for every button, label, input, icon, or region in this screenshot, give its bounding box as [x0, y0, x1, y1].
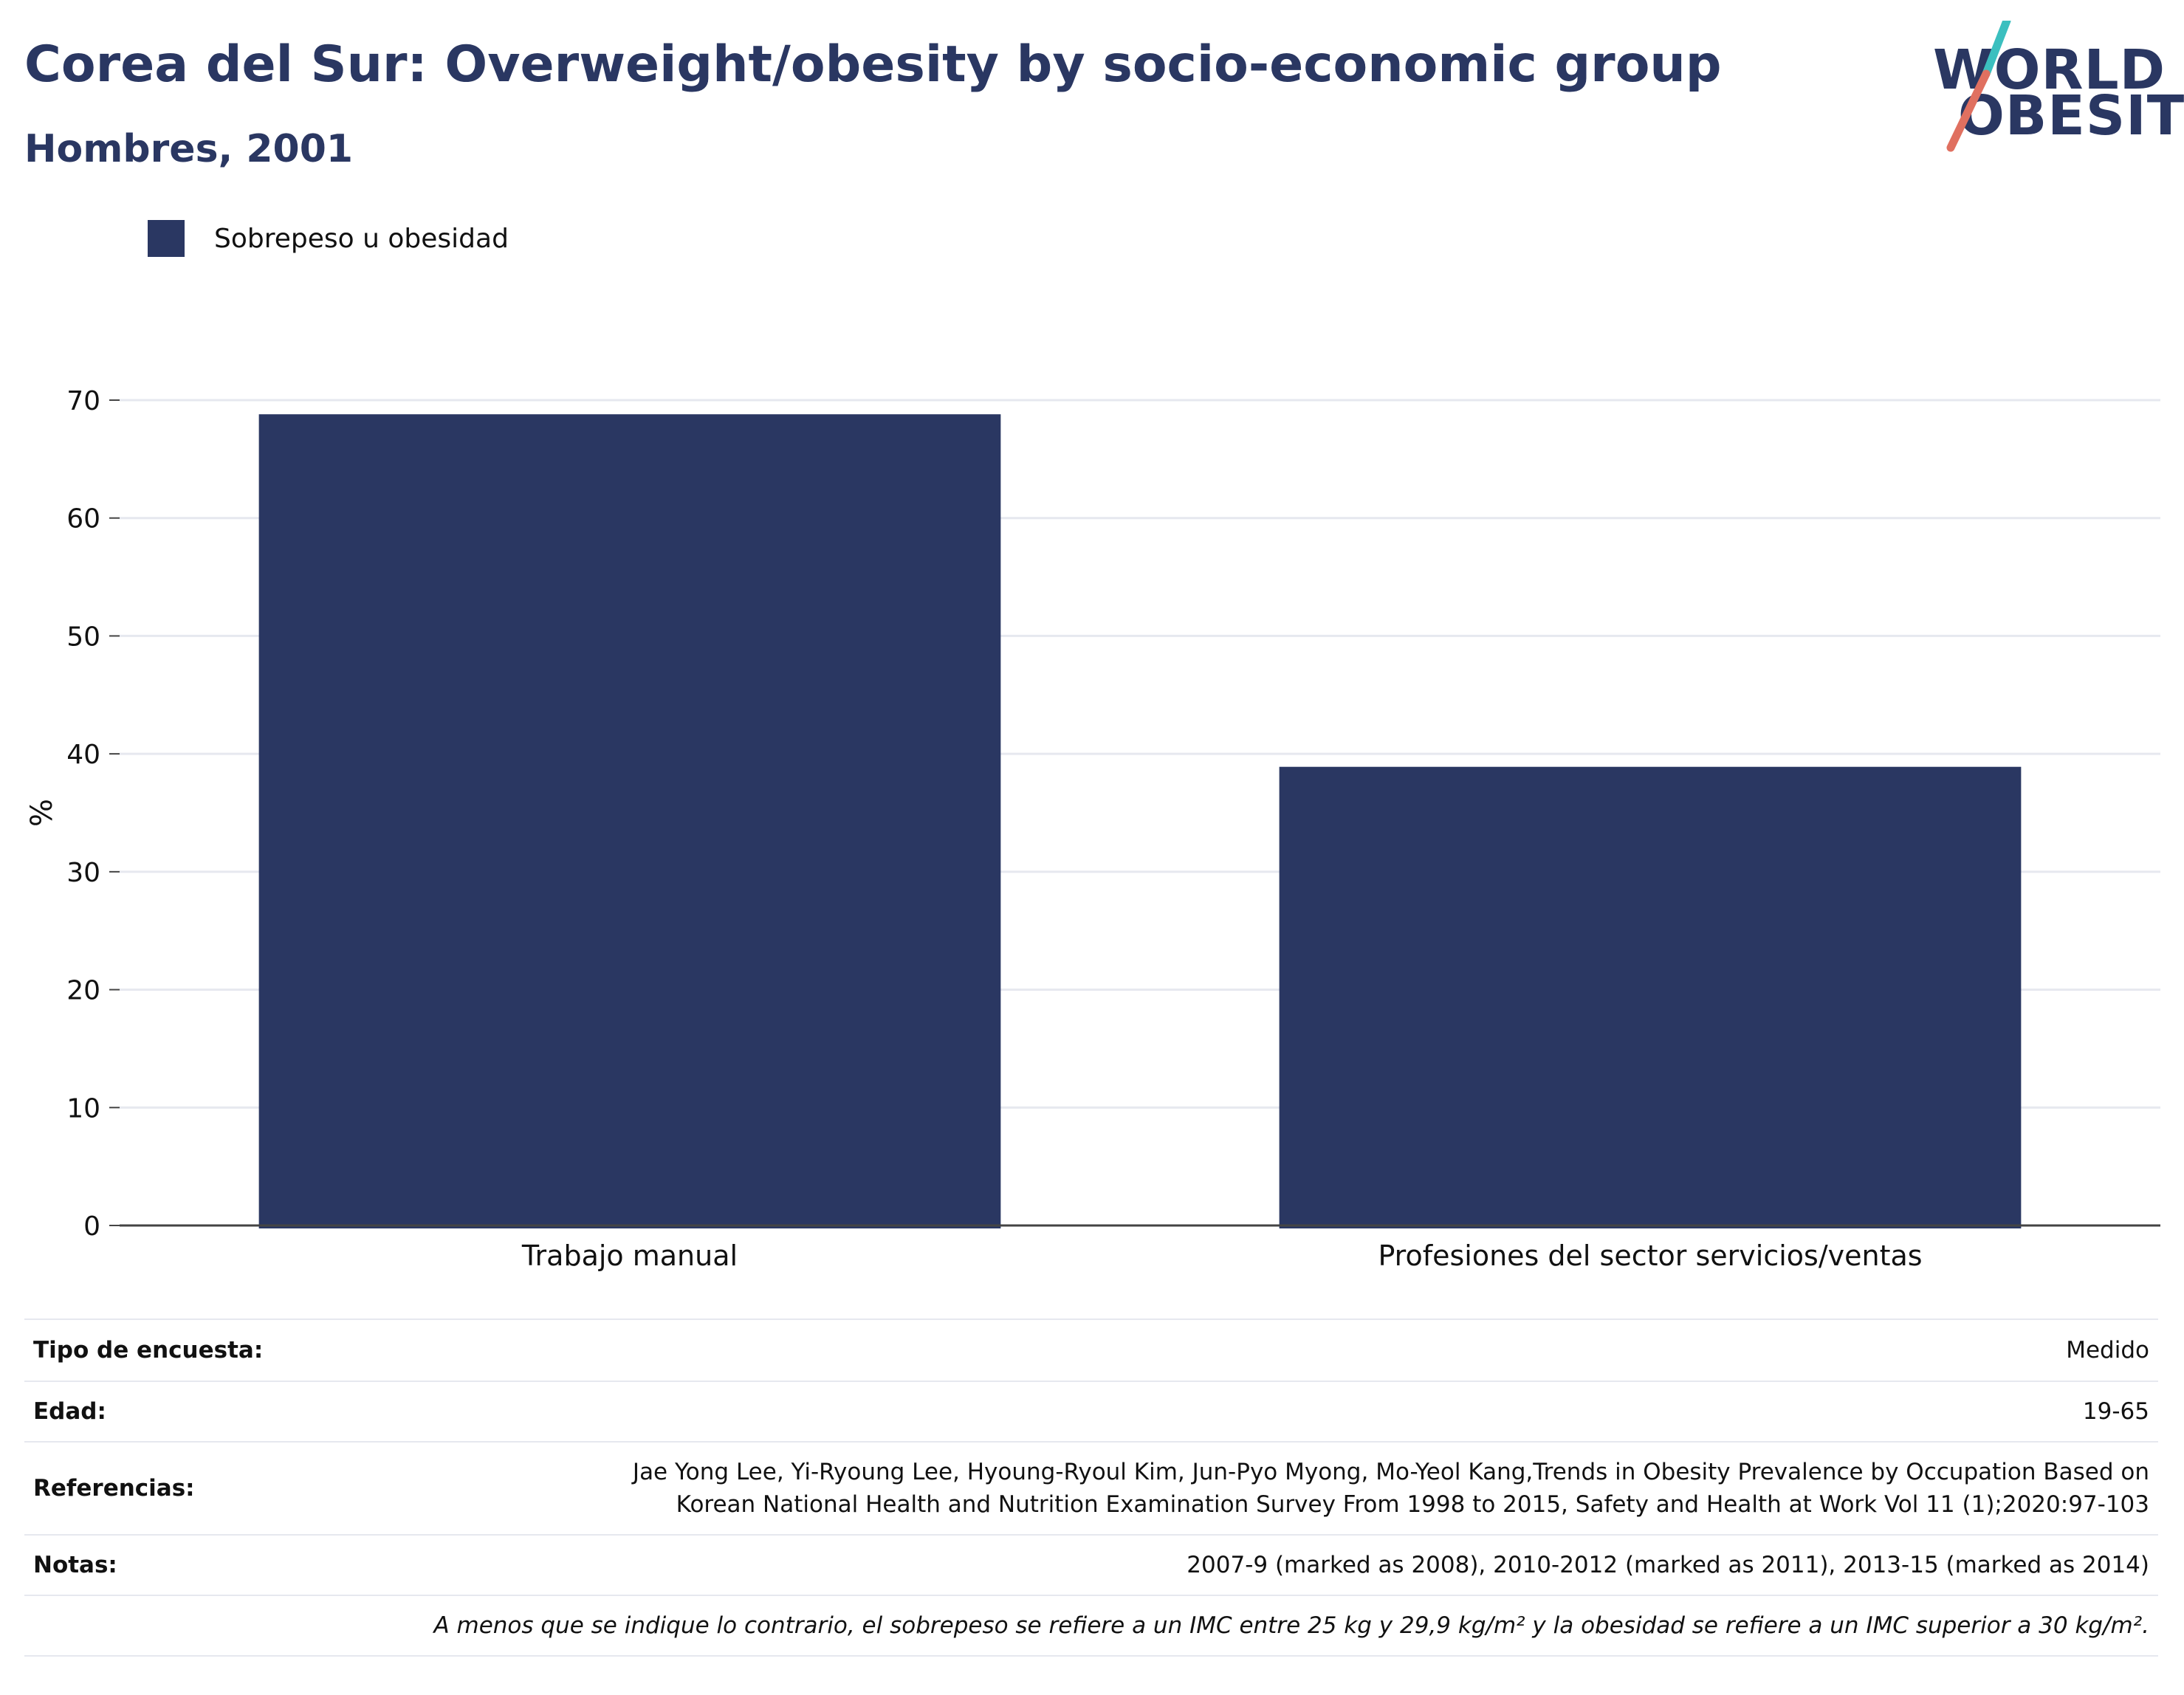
world-obesity-logo: WORLD OBESITY [1920, 21, 2184, 161]
y-tick-label: 30 [66, 858, 100, 888]
y-axis-title: % [25, 799, 59, 827]
notes-label: Notas: [33, 1552, 117, 1578]
info-row-references: Referencias: Jae Yong Lee, Yi-Ryoung Lee… [24, 1441, 2158, 1534]
bar [258, 414, 1001, 1228]
age-value: 19-65 [2082, 1398, 2149, 1425]
y-tick-label: 0 [83, 1211, 100, 1242]
info-row-age: Edad: 19-65 [24, 1381, 2158, 1441]
y-tick-label: 40 [66, 740, 100, 770]
logo-text-obesity: OBESITY [1958, 84, 2184, 148]
references-value: Jae Yong Lee, Yi-Ryoung Lee, Hyoung-Ryou… [633, 1456, 2149, 1521]
notes-value: 2007-9 (marked as 2008), 2010-2012 (mark… [1187, 1552, 2149, 1578]
legend: Sobrepeso u obesidad [148, 219, 509, 258]
x-tick-label: Trabajo manual [521, 1240, 738, 1272]
y-tick-label: 50 [66, 622, 100, 652]
references-line-1: Jae Yong Lee, Yi-Ryoung Lee, Hyoung-Ryou… [632, 1459, 2149, 1485]
info-table: Tipo de encuesta: Medido Edad: 19-65 Ref… [24, 1318, 2158, 1657]
x-tick-label: Profesiones del sector servicios/ventas [1378, 1240, 1922, 1272]
y-tick-label: 70 [66, 386, 100, 416]
legend-label: Sobrepeso u obesidad [214, 223, 509, 254]
bar-chart: 0 10 20 30 40 50 60 70 Trabajo manual Profesiones… [25, 386, 2160, 1272]
references-label: Referencias: [33, 1475, 195, 1502]
logo-slash-icon [1946, 21, 2011, 152]
age-label: Edad: [33, 1398, 106, 1425]
legend-swatch [148, 220, 185, 257]
logo-text-world: WORLD [1933, 38, 2166, 102]
info-row-survey: Tipo de encuesta: Medido [24, 1318, 2158, 1381]
info-row-notes: Notas: 2007-9 (marked as 2008), 2010-201… [24, 1534, 2158, 1595]
y-tick-label: 20 [66, 976, 100, 1006]
chart-subtitle: Hombres, 2001 [24, 127, 354, 171]
y-tick-label: 60 [66, 504, 100, 534]
chart-title: Corea del Sur: Overweight/obesity by soc… [24, 35, 1722, 94]
disclaimer-text: A menos que se indique lo contrario, el … [433, 1612, 2149, 1639]
info-row-disclaimer: A menos que se indique lo contrario, el … [24, 1595, 2158, 1657]
survey-type-label: Tipo de encuesta: [33, 1337, 264, 1364]
survey-type-value: Medido [2066, 1337, 2149, 1364]
references-line-2: Korean National Health and Nutrition Exa… [676, 1491, 2149, 1518]
bar [1279, 766, 2022, 1228]
y-tick-label: 10 [66, 1093, 100, 1124]
